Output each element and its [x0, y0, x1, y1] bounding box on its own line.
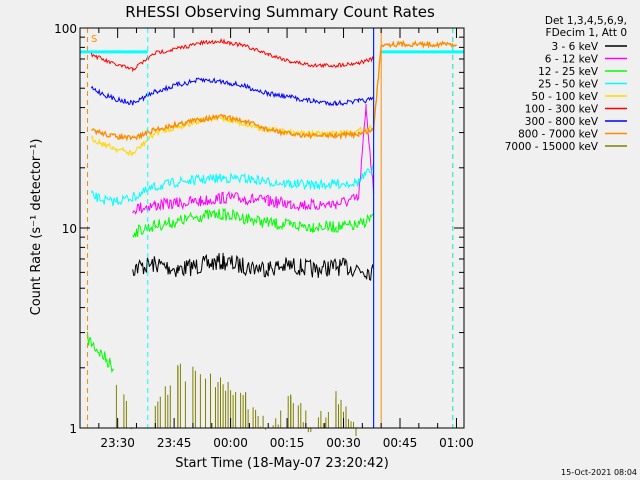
y-tick-label: 1 — [69, 422, 77, 436]
y-tick-label: 10 — [62, 222, 77, 236]
legend-label: 12 - 25 keV — [538, 66, 599, 78]
x-tick-label: 00:15 — [270, 436, 305, 450]
legend: Det 1,3,4,5,6,9,FDecim 1, Att 0 3 - 6 keV… — [505, 15, 627, 153]
series-7000-15000-kev — [115, 363, 357, 437]
series-100-300-kev — [90, 38, 375, 73]
series-25-50-kev — [90, 163, 375, 207]
x-tick-label: 01:00 — [439, 436, 474, 450]
x-tick-label: 00:45 — [383, 436, 418, 450]
x-axis-label: Start Time (18-May-07 23:20:42) — [175, 456, 389, 471]
x-tick-label: 23:45 — [157, 436, 192, 450]
y-axis-label: Count Rate (s⁻¹ detector⁻¹) — [29, 139, 44, 316]
chart-title: RHESSI Observing Summary Count Rates — [125, 3, 435, 21]
series-12-25-kev — [132, 207, 374, 239]
series-6-12-kev — [132, 103, 375, 215]
extra-segment-0 — [87, 331, 115, 374]
legend-label: 25 - 50 keV — [538, 79, 599, 91]
y-tick-label: 100 — [54, 22, 77, 36]
axes: 1 10 100 23:30 23:45 00:00 00:15 00:30 00:45 01:0… — [54, 22, 474, 450]
x-tick-label: 00:00 — [213, 436, 248, 450]
legend-label: 800 - 7000 keV — [518, 129, 599, 141]
flag-label: S — [91, 34, 97, 45]
legend-label: 100 - 300 keV — [525, 104, 599, 116]
series-800-7000-kev — [91, 39, 458, 142]
footer-date: 15-Oct-2021 08:04 — [561, 468, 637, 477]
legend-label: 50 - 100 keV — [531, 91, 598, 103]
x-tick-label: 23:30 — [100, 436, 135, 450]
series-3-6-kev — [132, 252, 375, 281]
legend-header: Det 1,3,4,5,6,9, — [545, 15, 627, 27]
legend-label: 300 - 800 keV — [525, 116, 599, 128]
series-300-800-kev — [90, 77, 374, 107]
legend-label: 3 - 6 keV — [551, 41, 598, 53]
legend-label: 6 - 12 keV — [545, 54, 599, 66]
x-tick-label: 00:30 — [326, 436, 361, 450]
legend-label: 7000 - 15000 keV — [505, 141, 599, 153]
legend-header: FDecim 1, Att 0 — [546, 27, 627, 39]
